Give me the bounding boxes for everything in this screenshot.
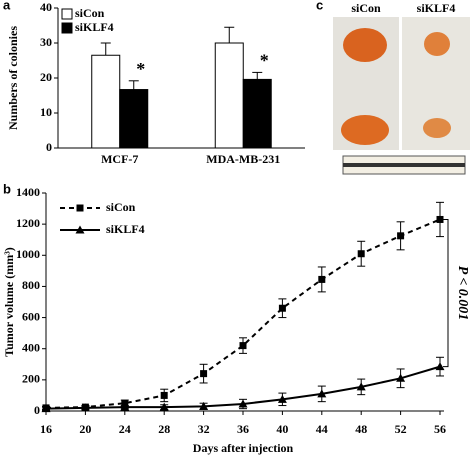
x-tick-label: 24 [119,422,131,436]
marker [199,401,209,410]
marker [435,362,445,371]
ruler-scale [343,163,465,167]
photo: siCon siKLF4 [333,1,470,175]
marker [160,391,168,399]
marker [278,304,286,312]
marker [317,389,327,398]
significance-mark: * [136,59,145,79]
x-axis-label: Days after injection [193,441,294,455]
marker [200,370,208,378]
marker [41,404,51,413]
bar [119,89,149,149]
y-tick-label: 40 [40,0,52,14]
y-tick-label: 600 [22,309,40,323]
y-tick-label: 30 [40,35,52,49]
x-tick-label: MCF-7 [101,152,138,166]
y-tick-label: 1200 [16,216,40,230]
marker [357,250,365,258]
y-tick-label: 400 [22,340,40,354]
marker [120,402,130,411]
bar [242,78,272,149]
bracket [443,218,449,368]
legend-label: siKLF4 [75,20,114,34]
legend-label: siCon [106,200,136,214]
marker [436,215,444,223]
marker [238,399,248,408]
tumor [343,28,387,62]
panel-label: b [3,181,11,196]
legend-swatch [61,8,73,20]
x-tick-label: MDA-MB-231 [206,152,280,166]
y-axis-label: Tumor volume (mm³) [2,247,16,357]
x-tick-label: 40 [276,422,288,436]
y-tick-label: 200 [22,372,40,386]
y-axis-label: Numbers of colonies [6,26,20,130]
marker [277,394,287,403]
x-tick-label: 52 [395,422,407,436]
marker [80,403,90,412]
marker [159,402,169,411]
tumor [423,118,451,138]
legend-swatch [61,22,73,34]
y-tick-label: 800 [22,278,40,292]
series-line [45,218,441,409]
tumor [341,115,389,145]
photo-label: siCon [351,1,381,15]
y-tick-label: 10 [40,105,52,119]
bar [214,42,244,149]
marker [397,232,405,240]
marker [356,382,366,391]
x-tick-label: 48 [355,422,367,436]
x-tick-label: 44 [316,422,328,436]
marker [239,342,247,350]
marker [396,373,406,382]
legend-label: siKLF4 [106,222,145,236]
annotation: P < 0.001 [455,266,470,321]
legend-marker [76,204,84,212]
y-tick-label: 0 [34,403,40,417]
x-tick-label: 16 [40,422,52,436]
bar [91,54,121,149]
legend-label: siCon [75,6,105,20]
x-tick-label: 20 [79,422,91,436]
x-tick-label: 56 [434,422,446,436]
legend-marker [75,225,85,234]
x-tick-label: 32 [198,422,210,436]
x-tick-label: 28 [158,422,170,436]
marker [318,275,326,283]
significance-mark: * [260,51,269,71]
y-tick-label: 1400 [16,185,40,199]
y-tick-label: 0 [46,140,52,154]
y-tick-label: 1000 [16,247,40,261]
x-tick-label: 36 [237,422,249,436]
tumor [424,32,450,56]
photo-label: siKLF4 [417,1,456,15]
y-tick-label: 20 [40,70,52,84]
panel-label: a [3,0,11,12]
panel-label: c [316,0,323,12]
